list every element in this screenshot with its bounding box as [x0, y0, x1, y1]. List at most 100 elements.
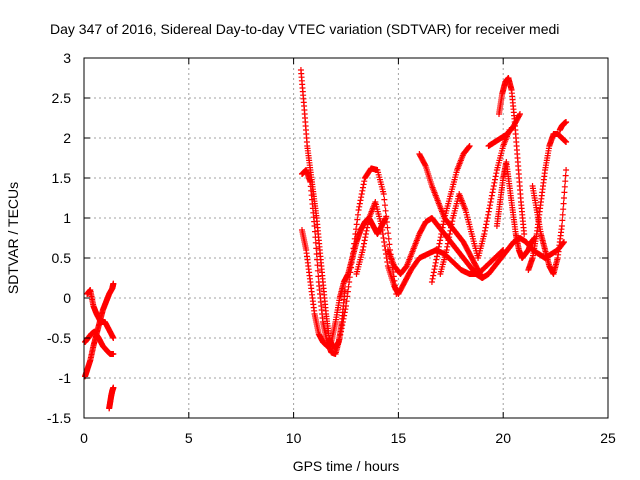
data-point — [433, 253, 440, 260]
data-point — [484, 215, 491, 221]
x-tick-label: 0 — [80, 430, 88, 446]
data-point — [314, 267, 321, 274]
data-point — [444, 240, 451, 247]
data-point — [438, 227, 445, 234]
data-point — [563, 139, 570, 145]
data-point — [344, 288, 351, 295]
data-point — [430, 272, 437, 279]
data-point — [479, 275, 486, 281]
data-point — [311, 228, 318, 235]
x-axis-ticks: 0 5 10 15 20 25 — [80, 58, 616, 446]
series-trace-o — [493, 159, 538, 261]
data-point — [345, 283, 352, 290]
y-axis-label: SDTVAR / TECUs — [5, 182, 21, 294]
y-tick-label: -1.5 — [47, 410, 71, 426]
data-point — [466, 143, 473, 150]
series-trace-c — [84, 287, 117, 341]
data-point — [428, 279, 435, 285]
data-point — [560, 200, 567, 207]
data-point — [488, 192, 495, 199]
data-point — [311, 223, 318, 229]
data-point — [363, 227, 370, 234]
data-point — [443, 247, 450, 253]
data-point — [491, 179, 498, 186]
data-point — [362, 234, 369, 241]
plot-frame — [83, 57, 609, 419]
data-point — [559, 211, 566, 218]
data-point — [385, 235, 392, 242]
x-axis-label: GPS time / hours — [293, 458, 400, 474]
data-point — [110, 280, 117, 287]
y-tick-label: 3 — [63, 50, 71, 66]
data-point — [358, 191, 365, 197]
data-point — [361, 178, 368, 185]
series-trace-q — [529, 167, 570, 277]
data-point — [384, 224, 391, 231]
data-point — [337, 328, 344, 335]
data-point — [434, 250, 441, 257]
data-point — [343, 298, 350, 305]
data-point — [341, 309, 348, 316]
series-trace-i — [384, 215, 567, 281]
data-point — [485, 211, 492, 218]
data-point — [381, 196, 388, 203]
data-point — [560, 239, 567, 246]
data-point — [437, 237, 444, 244]
data-point — [314, 256, 321, 263]
data-point — [485, 208, 492, 215]
data-point — [559, 217, 566, 224]
data-point — [381, 243, 388, 249]
data-point — [110, 384, 117, 391]
data-point — [478, 273, 485, 280]
data-point — [448, 224, 455, 231]
data-point — [486, 205, 493, 212]
data-point — [493, 170, 500, 177]
data-point — [435, 243, 442, 250]
data-point — [360, 181, 367, 188]
data-point — [381, 239, 388, 245]
data-point — [438, 231, 445, 237]
data-point — [359, 187, 366, 194]
data-point — [563, 119, 570, 125]
series-trace-r — [556, 119, 570, 133]
x-tick-label: 20 — [495, 430, 511, 446]
y-tick-label: 1 — [63, 210, 71, 226]
y-tick-label: -1 — [59, 370, 72, 386]
data-point — [382, 215, 389, 221]
y-axis-ticks: -1.5 -1 -0.5 0 0.5 1 1.5 2 2.5 3 — [47, 50, 608, 426]
data-point — [384, 259, 391, 265]
data-point — [380, 235, 387, 241]
x-tick-label: 5 — [185, 430, 193, 446]
data-point — [562, 172, 569, 179]
data-point — [361, 237, 368, 244]
data-point — [433, 256, 440, 263]
data-point — [440, 221, 447, 228]
data-point — [353, 221, 360, 228]
data-point — [355, 207, 362, 213]
data-point — [435, 247, 442, 253]
data-point — [360, 243, 367, 250]
data-point — [558, 223, 565, 229]
data-point — [346, 279, 353, 285]
data-point — [341, 312, 348, 319]
data-point — [449, 218, 456, 225]
data-point — [344, 293, 351, 300]
series-trace-k — [428, 143, 473, 285]
data-point — [446, 234, 453, 241]
data-point — [362, 231, 369, 237]
series-trace-d — [106, 384, 117, 412]
data-point — [364, 221, 371, 228]
data-point — [561, 183, 568, 190]
series-trace-h — [353, 199, 507, 297]
y-tick-label: 0 — [63, 290, 71, 306]
data-point — [492, 173, 499, 180]
data-point — [315, 273, 322, 280]
data-point — [430, 269, 437, 276]
data-point — [110, 351, 117, 357]
y-tick-label: 0.5 — [52, 250, 72, 266]
data-point — [342, 306, 349, 313]
data-point — [364, 224, 371, 231]
data-point — [483, 218, 490, 225]
data-point — [432, 263, 439, 269]
